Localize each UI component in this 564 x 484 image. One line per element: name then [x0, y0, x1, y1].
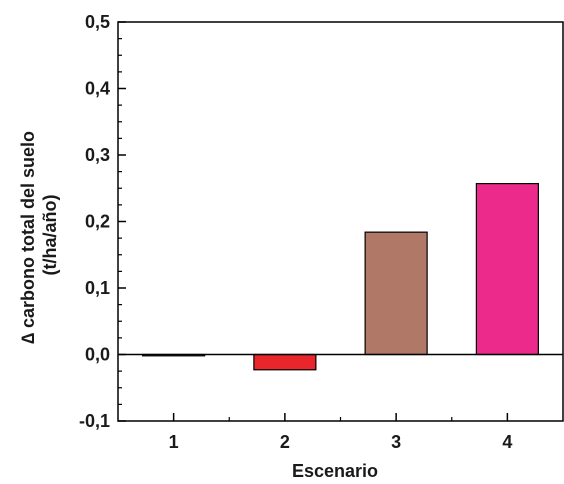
bar-scenario-2	[253, 353, 317, 371]
bar-scenario-4	[475, 182, 539, 356]
bar-scenario-3	[364, 231, 428, 356]
x-tick-label: 3	[391, 432, 401, 452]
y-axis-title: ∆ carbono total del suelo (t/ha/año)	[18, 126, 60, 344]
y-tick-label: 0,3	[85, 145, 110, 165]
x-axis-ticks: 1 2 3 4	[169, 413, 512, 452]
y-tick-label: 0,1	[85, 278, 110, 298]
y-tick-label: 0,5	[85, 12, 110, 32]
y-tick-label: -0,1	[79, 411, 110, 431]
bars	[142, 182, 539, 371]
y-axis-title-line-1: ∆ carbono total del suelo	[18, 131, 38, 344]
x-tick-label: 1	[169, 432, 179, 452]
y-tick-label: 0,2	[85, 212, 110, 232]
y-tick-label: 0,4	[85, 79, 110, 99]
y-tick-label: 0,0	[85, 345, 110, 365]
x-axis-title: Escenario	[292, 461, 378, 481]
x-tick-label: 4	[502, 432, 512, 452]
x-tick-label: 2	[280, 432, 290, 452]
y-axis-ticks: -0,1 0,0 0,1 0,2 0,3 0,4 0,5	[79, 12, 126, 431]
y-axis-title-line-2: (t/ha/año)	[40, 195, 60, 276]
